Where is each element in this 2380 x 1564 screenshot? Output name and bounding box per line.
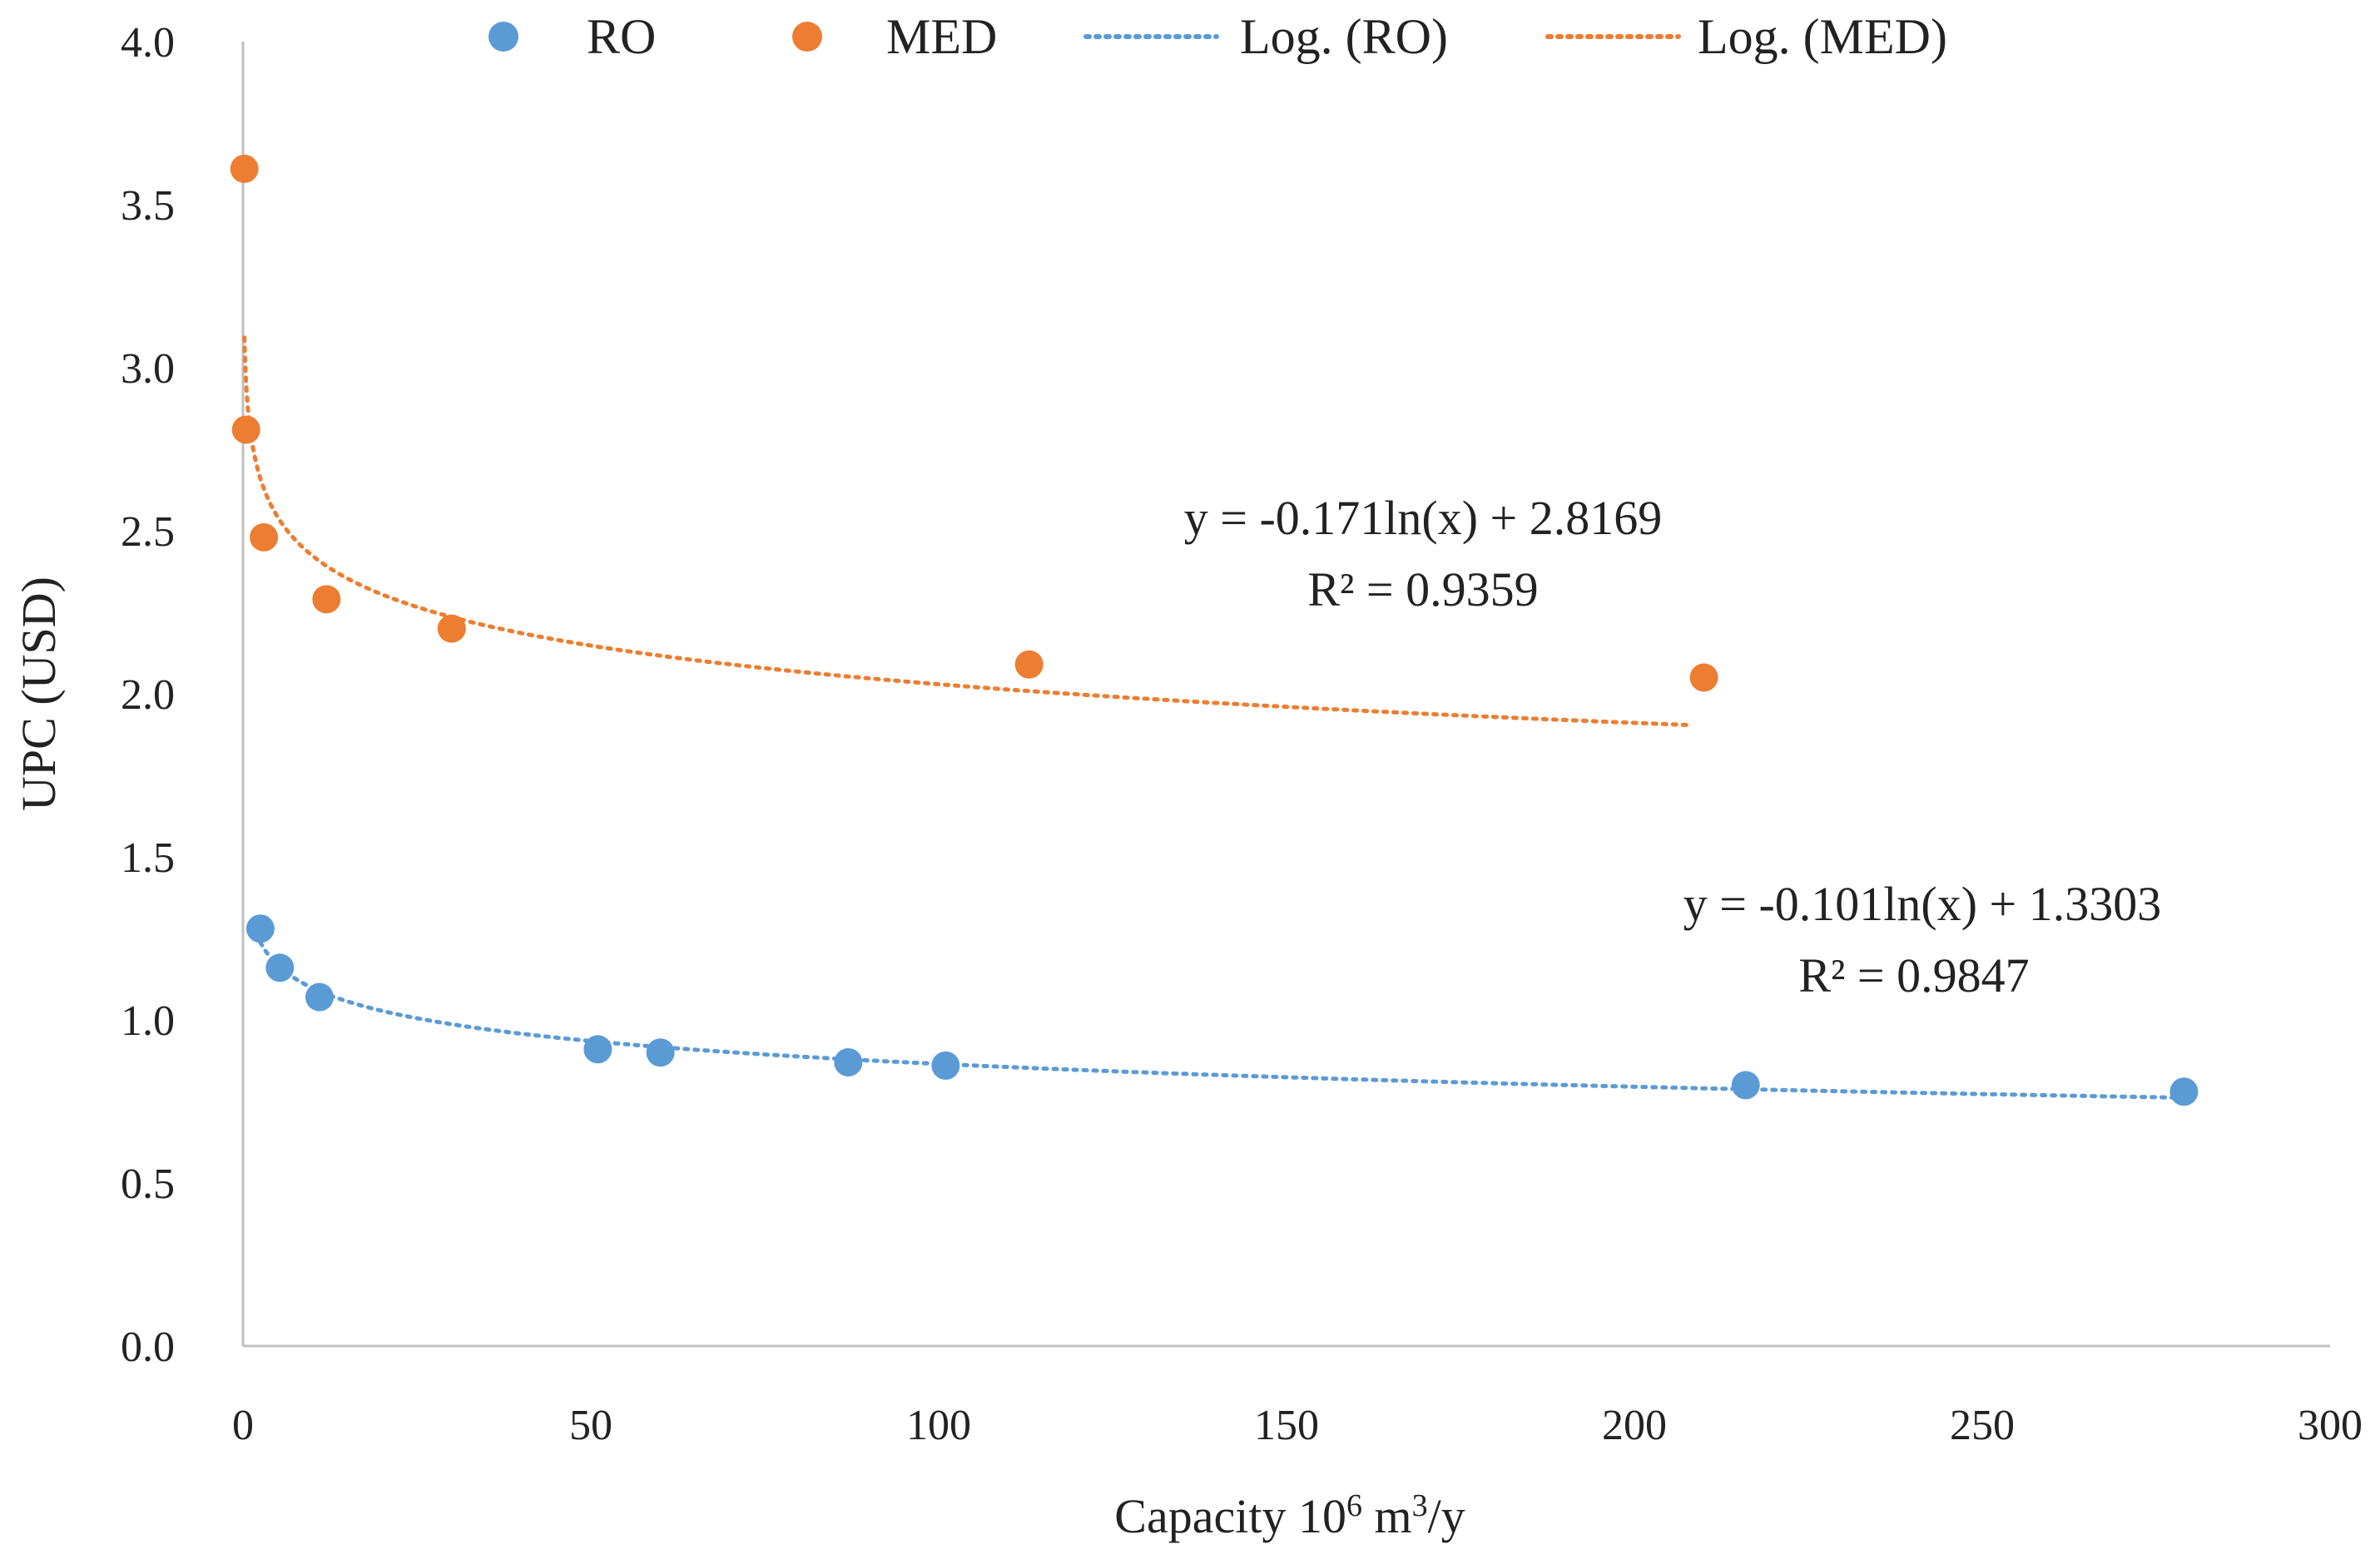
data-point-ro: [646, 1038, 675, 1067]
x-tick-labels: 0 50 100 150 200 250 300: [232, 1402, 2363, 1449]
y-tick-label: 0.5: [121, 1161, 175, 1208]
y-tick-label: 2.0: [121, 671, 175, 719]
x-axis-title: Capacity 106 m3/y: [1114, 1488, 1465, 1543]
legend-marker-med: [792, 22, 822, 52]
y-tick-label: 2.5: [121, 508, 175, 556]
data-point-med: [312, 585, 341, 614]
x-tick-label: 300: [2298, 1402, 2363, 1449]
ro-r-squared: R² = 0.9847: [1798, 948, 2029, 1002]
x-tick-label: 100: [906, 1402, 971, 1449]
data-points: [230, 154, 2199, 1106]
x-tick-label: 0: [232, 1402, 254, 1449]
x-tick-label: 150: [1254, 1402, 1319, 1449]
ro-equation: y = -0.101ln(x) + 1.3303: [1683, 877, 2161, 931]
x-tick-label: 250: [1950, 1402, 2015, 1449]
x-tick-label: 50: [569, 1402, 612, 1449]
x-tick-label: 200: [1602, 1402, 1667, 1449]
data-point-ro: [1731, 1071, 1760, 1100]
data-point-ro: [265, 953, 295, 982]
data-point-med: [437, 614, 466, 643]
data-point-ro: [834, 1047, 863, 1076]
y-tick-label: 3.5: [121, 182, 175, 230]
y-tick-label: 0.0: [121, 1324, 175, 1371]
y-tick-label: 1.0: [121, 997, 175, 1045]
data-point-ro: [305, 982, 334, 1012]
legend-label-log-ro: Log. (RO): [1240, 9, 1448, 64]
data-point-med: [230, 154, 259, 183]
med-equation: y = -0.171ln(x) + 2.8169: [1184, 491, 1662, 545]
trendline-med: [242, 335, 1693, 728]
y-tick-label: 4.0: [121, 19, 175, 67]
legend-marker-ro: [488, 22, 518, 52]
data-point-ro: [931, 1051, 960, 1080]
y-tick-label: 3.0: [121, 345, 175, 393]
data-point-med: [231, 415, 260, 444]
legend: RO MED Log. (RO) Log. (MED): [488, 9, 1947, 64]
data-point-ro: [2169, 1077, 2199, 1106]
data-point-med: [1689, 663, 1718, 692]
data-point-ro: [245, 914, 275, 943]
data-point-ro: [583, 1035, 612, 1064]
med-r-squared: R² = 0.9359: [1307, 562, 1538, 616]
y-tick-label: 1.5: [121, 834, 175, 882]
data-point-med: [1014, 650, 1044, 679]
y-tick-labels: 0.0 0.5 1.0 1.5 2.0 2.5 3.0 3.5 4.0: [121, 19, 175, 1371]
data-point-med: [250, 522, 279, 552]
legend-label-log-med: Log. (MED): [1698, 9, 1947, 64]
legend-label-med: MED: [886, 9, 997, 64]
legend-label-ro: RO: [587, 9, 656, 64]
y-axis-title: UPC (USD): [12, 577, 66, 811]
